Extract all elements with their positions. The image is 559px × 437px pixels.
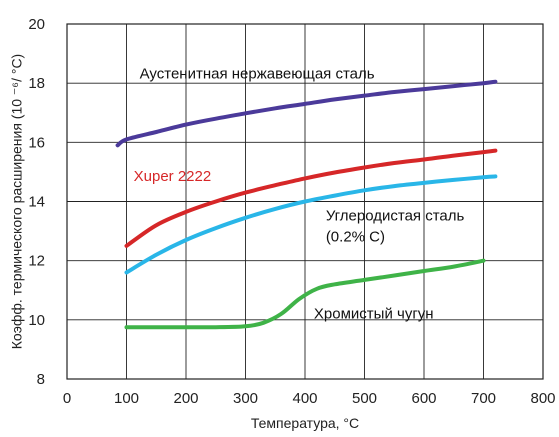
- y-axis-ticks: 8 10 12 14 16 18 20: [28, 16, 45, 388]
- series-label: (0.2% C): [326, 229, 385, 246]
- y-axis-title: Коэфф. термического расширения (10 ⁻⁶/ °…: [9, 54, 25, 349]
- x-tick-label: 100: [114, 390, 139, 407]
- y-tick-label: 8: [37, 371, 45, 388]
- series-label: Xuper 2222: [134, 168, 212, 185]
- series-label: Аустенитная нержавеющая сталь: [140, 66, 375, 83]
- series-line-4: [124, 258, 486, 330]
- x-tick-label: 500: [352, 390, 377, 407]
- x-axis-title: Температура, °C: [251, 415, 359, 431]
- series-line-3: [124, 174, 498, 275]
- plot-frame: [66, 23, 544, 380]
- y-tick-label: 10: [28, 312, 45, 329]
- series-labels: Аустенитная нержавеющая сталь Xuper 2222 У…: [134, 66, 465, 323]
- grid: [67, 24, 543, 379]
- series-label: Углеродистая сталь: [326, 208, 465, 225]
- y-tick-label: 14: [28, 194, 45, 211]
- y-tick-label: 18: [28, 75, 45, 92]
- x-tick-label: 600: [411, 390, 436, 407]
- series-label: Хромистый чугун: [314, 305, 434, 322]
- series-line-1: [115, 79, 498, 148]
- y-tick-label: 16: [28, 134, 45, 151]
- x-tick-label: 200: [173, 390, 198, 407]
- x-tick-label: 300: [233, 390, 258, 407]
- x-tick-label: 0: [63, 390, 71, 407]
- x-tick-label: 700: [471, 390, 496, 407]
- y-tick-label: 20: [28, 16, 45, 33]
- series-line-2: [124, 148, 498, 248]
- y-tick-label: 12: [28, 253, 45, 270]
- x-tick-label: 400: [292, 390, 317, 407]
- x-axis-ticks: 0 100 200 300 400 500 600 700 800: [63, 390, 556, 407]
- x-tick-label: 800: [530, 390, 555, 407]
- series-lines: [115, 79, 498, 330]
